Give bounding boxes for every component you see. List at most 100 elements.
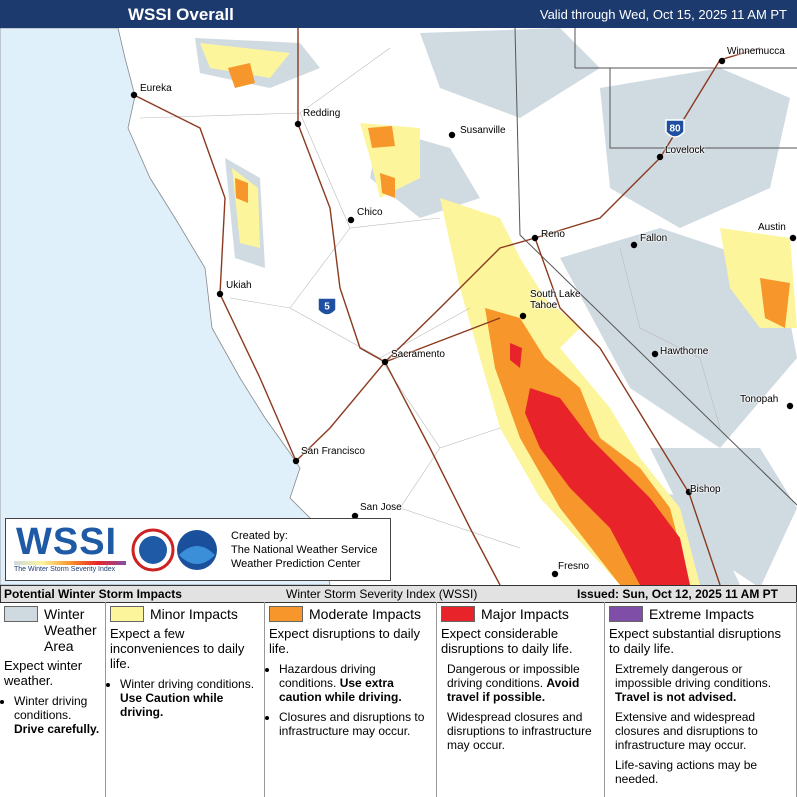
item-text: Closures and disruptions to infrastructu… — [279, 710, 425, 738]
city-dot — [551, 570, 559, 578]
city-dot — [685, 488, 693, 496]
item-text: Life-saving actions may be needed. — [615, 758, 758, 786]
item-text: Winter driving conditions. — [120, 677, 255, 691]
legend-column: Minor Impacts Expect a few inconveniences… — [106, 602, 265, 797]
legend-item: Extensive and widespread closures and di… — [615, 710, 792, 752]
item-text: Winter driving conditions. — [14, 694, 88, 722]
city-dot — [786, 402, 794, 410]
city-dot — [519, 312, 527, 320]
city-dot — [656, 153, 664, 161]
legend-column: Moderate Impacts Expect disruptions to da… — [265, 602, 437, 797]
city-label: Lovelock — [665, 145, 705, 156]
legend-description: Expect disruptions to daily life. — [269, 626, 421, 656]
city-label: Ukiah — [226, 280, 252, 291]
city-dot — [347, 216, 355, 224]
county-borders — [139, 47, 721, 549]
legend-item: Life-saving actions may be needed. — [615, 758, 792, 786]
city-label: Susanville — [460, 125, 506, 136]
city-label: Chico — [357, 207, 383, 218]
legend-swatch — [110, 606, 144, 622]
legend-description: Expect substantial disruptions to daily … — [609, 626, 781, 656]
legend-column: Major Impacts Expect considerable disrupt… — [437, 602, 605, 797]
city-label: Austin — [758, 222, 786, 233]
city-label: San Jose — [360, 502, 402, 513]
logo-stripe — [14, 561, 126, 565]
city-dot — [381, 358, 389, 366]
legend-header: Extreme Impacts — [609, 606, 792, 622]
legend-item: Winter driving conditions. Use Caution w… — [120, 677, 260, 719]
item-bold: Use extra caution while driving. — [279, 676, 402, 704]
interstate-shield — [665, 119, 685, 138]
city-dot — [718, 57, 726, 65]
legend-description: Expect considerable disruptions to daily… — [441, 626, 573, 656]
map: 80 5 — [0, 28, 797, 585]
title: WSSI Overall — [128, 5, 234, 24]
state-borders — [514, 28, 797, 506]
legend-items: Winter driving conditions. Drive careful… — [4, 694, 101, 736]
legend-header: Moderate Impacts — [269, 606, 432, 622]
city-dot — [630, 241, 638, 249]
header: WSSI Overall Valid through Wed, Oct 15, … — [0, 0, 797, 28]
legend: Winter Weather Area Expect winter weather… — [0, 602, 797, 797]
city-label: Redding — [303, 108, 341, 119]
legend-description: Expect winter weather. — [4, 658, 83, 688]
city-dot — [351, 512, 359, 520]
legend-name: Minor Impacts — [150, 606, 238, 622]
city-dot — [216, 290, 224, 298]
item-text: Extensive and widespread closures and di… — [615, 710, 758, 752]
bar-left: Potential Winter Storm Impacts — [4, 587, 182, 601]
legend-item: Widespread closures and disruptions to i… — [447, 710, 600, 752]
legend-items: Extremely dangerous or impossible drivin… — [609, 662, 792, 786]
legend-header: Major Impacts — [441, 606, 600, 622]
legend-name: Major Impacts — [481, 606, 569, 622]
city-label: Bishop — [690, 484, 721, 495]
legend-items: Hazardous driving conditions. Use extra … — [269, 662, 432, 738]
bar-right: Issued: Sun, Oct 12, 2025 11 AM PT — [577, 587, 778, 601]
city-dot — [130, 91, 138, 99]
item-text: Widespread closures and disruptions to i… — [447, 710, 592, 752]
city-label: South Lake Tahoe — [530, 289, 581, 311]
interstate-shield — [317, 297, 337, 316]
legend-item: Closures and disruptions to infrastructu… — [279, 710, 432, 738]
logo-org2: Weather Prediction Center — [231, 558, 361, 570]
legend-item: Extremely dangerous or impossible drivin… — [615, 662, 792, 704]
city-dot — [789, 234, 797, 242]
logo-subtitle: The Winter Storm Severity Index — [14, 566, 116, 573]
legend-name: Extreme Impacts — [649, 606, 755, 622]
legend-header: Minor Impacts — [110, 606, 260, 622]
roads — [133, 28, 761, 585]
legend-item: Winter driving conditions. Drive careful… — [14, 694, 101, 736]
item-bold: Use Caution while driving. — [120, 691, 224, 719]
legend-swatch — [269, 606, 303, 622]
legend-item: Hazardous driving conditions. Use extra … — [279, 662, 432, 704]
legend-name: Moderate Impacts — [309, 606, 422, 622]
logo-title: WSSI — [16, 521, 118, 563]
city-label: San Francisco — [301, 446, 365, 457]
legend-description: Expect a few inconveniences to daily lif… — [110, 626, 245, 671]
logo-created: Created by: — [231, 530, 288, 542]
city-dot — [294, 120, 302, 128]
valid-time: Valid through Wed, Oct 15, 2025 11 AM PT — [539, 7, 787, 22]
legend-name: Winter Weather Area — [44, 606, 97, 654]
legend-swatch — [441, 606, 475, 622]
item-bold: Avoid travel if possible. — [447, 676, 580, 704]
agency-logos — [131, 528, 217, 572]
legend-column: Extreme Impacts Expect substantial disrup… — [605, 602, 797, 797]
bar-center: Winter Storm Severity Index (WSSI) — [286, 587, 478, 601]
legend-items: Winter driving conditions. Use Caution w… — [110, 677, 260, 719]
legend-items: Dangerous or impossible driving conditio… — [441, 662, 600, 752]
item-text: Extremely dangerous or impossible drivin… — [615, 662, 772, 690]
item-bold: Drive carefully. — [14, 722, 100, 736]
city-label: Eureka — [140, 83, 172, 94]
interstate-label: 80 — [669, 124, 681, 135]
city-label: Winnemucca — [727, 46, 785, 57]
info-bar: Potential Winter Storm Impacts Winter St… — [0, 585, 797, 603]
interstate-label: 5 — [324, 302, 330, 313]
city-dot — [292, 457, 300, 465]
city-label: Fallon — [640, 233, 668, 244]
item-text: Dangerous or impossible driving conditio… — [447, 662, 580, 690]
legend-swatch — [609, 606, 643, 622]
legend-swatch — [4, 606, 38, 622]
city-dot — [531, 234, 539, 242]
